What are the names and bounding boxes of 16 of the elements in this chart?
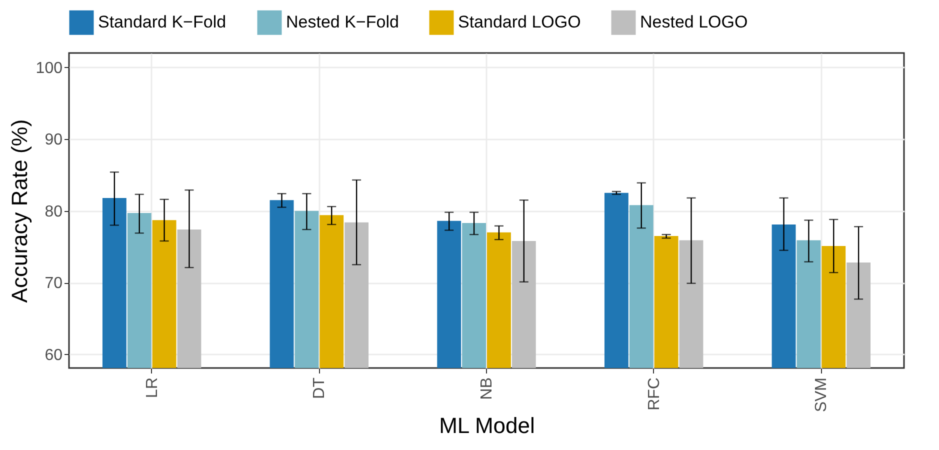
x-tick-label: SVM	[813, 378, 830, 412]
x-tick-label: LR	[144, 378, 161, 398]
x-axis-title: ML Model	[439, 413, 535, 438]
x-tick-label: NB	[478, 378, 496, 400]
y-tick-label: 100	[36, 60, 63, 77]
y-tick-label: 80	[44, 203, 63, 220]
legend-label: Nested LOGO	[640, 12, 748, 32]
legend-label: Standard K−Fold	[98, 12, 226, 32]
y-tick-label: 70	[44, 275, 63, 292]
x-tick-label: DT	[311, 377, 328, 399]
y-tick-label: 90	[44, 132, 63, 149]
x-tick-label: RFC	[646, 378, 663, 410]
y-axis-title: Accuracy Rate (%)	[6, 119, 32, 303]
legend-label: Standard LOGO	[458, 12, 581, 32]
legend-label: Nested K−Fold	[286, 12, 399, 32]
y-tick-label: 60	[44, 346, 63, 364]
